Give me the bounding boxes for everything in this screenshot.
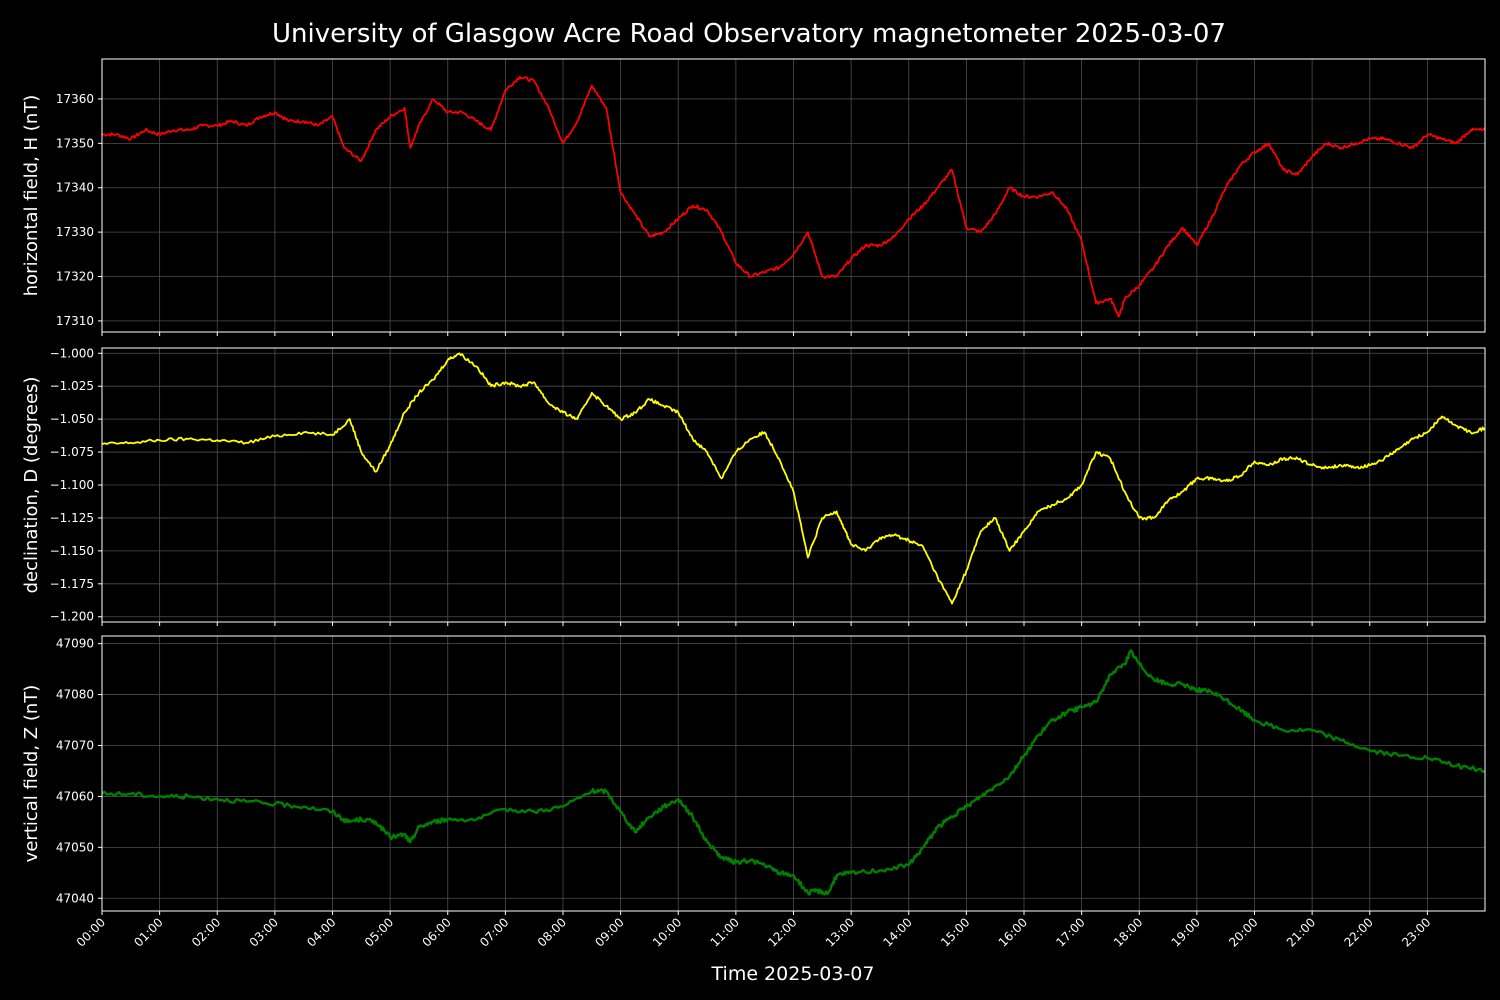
x-tick-label: 14:00: [881, 915, 915, 949]
x-tick-label: 21:00: [1284, 915, 1318, 949]
x-tick-label: 01:00: [131, 915, 165, 949]
y-tick-label: 47040: [56, 891, 94, 905]
x-tick-label: 16:00: [996, 915, 1030, 949]
y-tick-label: −1.175: [50, 577, 94, 591]
x-tick-labels: 00:00 01:00 02:00 03:00 04:00 05:00 06:00 07:00…: [74, 915, 1434, 949]
panel-1: −1.200 −1.175 −1.150 −1.125 −1.100 −1.075 −1.0…: [21, 346, 1486, 626]
y-axis-label: horizontal field, H (nT): [21, 95, 42, 297]
y-tick-label: 17330: [56, 225, 94, 239]
y-tick-label: 47070: [56, 738, 94, 752]
x-axis-label: Time 2025-03-07: [711, 963, 875, 985]
x-tick-label: 04:00: [304, 915, 338, 949]
y-tick-label: 47080: [56, 688, 94, 702]
chart-title: University of Glasgow Acre Road Observat…: [272, 19, 1226, 49]
x-tick-label: 23:00: [1399, 915, 1433, 949]
y-tick-label: 17350: [56, 136, 94, 150]
y-tick-label: −1.075: [50, 445, 94, 459]
series-line-1: [102, 352, 1485, 605]
x-tick-label: 05:00: [362, 915, 396, 949]
y-tick-label: 47090: [56, 637, 94, 651]
y-axis-label: declination, D (degrees): [21, 377, 42, 594]
series-line-0: [102, 75, 1485, 318]
axes-frame: [101, 347, 1486, 623]
y-tick-label: 17320: [56, 270, 94, 284]
y-tick-label: −1.025: [50, 379, 94, 393]
y-tick-label: −1.125: [50, 511, 94, 525]
y-tick-label: 17360: [56, 92, 94, 106]
x-tick-label: 19:00: [1169, 915, 1203, 949]
x-tick-label: 08:00: [535, 915, 569, 949]
x-tick-label: 09:00: [592, 915, 626, 949]
x-tick-label: 06:00: [420, 915, 454, 949]
x-tick-label: 07:00: [477, 915, 511, 949]
x-tick-label: 00:00: [74, 915, 108, 949]
x-tick-label: 20:00: [1226, 915, 1260, 949]
series-line-2: [102, 649, 1485, 896]
y-tick-label: −1.150: [50, 544, 94, 558]
x-tick-label: 18:00: [1111, 915, 1145, 949]
axes-frame: [101, 58, 1486, 333]
y-tick-label: 17340: [56, 181, 94, 195]
y-tick-label: −1.100: [50, 478, 94, 492]
x-tick-label: 10:00: [650, 915, 684, 949]
x-tick-label: 12:00: [765, 915, 799, 949]
y-tick-label: −1.200: [50, 610, 94, 624]
chart-panels: 17310 17320 17330 17340 17350 17360 horizontal…: [21, 58, 1486, 950]
x-tick-label: 02:00: [189, 915, 223, 949]
x-tick-label: 17:00: [1053, 915, 1087, 949]
x-tick-label: 03:00: [247, 915, 281, 949]
panel-2: 47040 47050 47060 47070 47080 47090 vertical f…: [21, 635, 1486, 915]
y-tick-label: 47050: [56, 840, 94, 854]
x-tick-label: 15:00: [938, 915, 972, 949]
y-axis-label: vertical field, Z (nT): [21, 685, 42, 863]
panel-0: 17310 17320 17330 17340 17350 17360 horizontal…: [21, 58, 1486, 336]
x-tick-label: 13:00: [823, 915, 857, 949]
y-tick-label: 47060: [56, 789, 94, 803]
x-tick-label: 11:00: [708, 915, 742, 949]
axes-frame: [101, 635, 1486, 912]
y-tick-label: −1.000: [50, 346, 94, 360]
y-tick-label: 17310: [56, 314, 94, 328]
y-tick-label: −1.050: [50, 412, 94, 426]
x-tick-label: 22:00: [1342, 915, 1376, 949]
